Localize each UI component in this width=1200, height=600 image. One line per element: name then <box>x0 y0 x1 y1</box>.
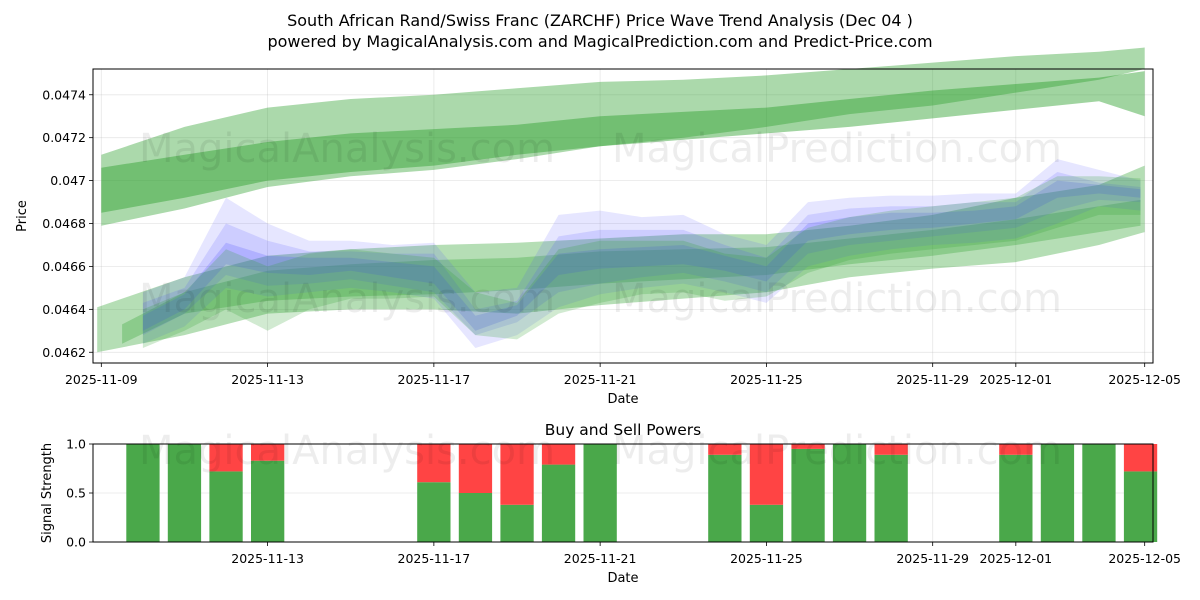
watermark-prediction-bottom: MagicalPrediction.com <box>612 428 1062 474</box>
sell-bar <box>500 444 534 505</box>
signal-x-axis-label: Date <box>607 571 638 586</box>
chart-title-line2: powered by MagicalAnalysis.com and Magic… <box>267 32 932 51</box>
signal-x-tick-label: 2025-11-25 <box>730 551 803 566</box>
price-x-tick-label: 2025-11-09 <box>65 372 138 387</box>
buy-bar <box>1040 444 1075 542</box>
series-lower-trend-band <box>97 165 1145 353</box>
price-x-tick-label: 2025-11-13 <box>231 372 304 387</box>
buy-bar <box>1082 444 1116 542</box>
buy-bar <box>583 444 617 542</box>
sell-bar <box>417 444 451 483</box>
buy-bar <box>749 504 784 542</box>
price-x-tick-label: 2025-11-21 <box>564 372 637 387</box>
watermark-analysis-bottom: MagicalAnalysis.com <box>139 428 555 474</box>
price-y-tick-label: 0.0472 <box>42 130 86 145</box>
buy-bar <box>832 444 867 542</box>
price-x-axis-label: Date <box>607 392 638 407</box>
signal-panel: Buy and Sell Powers MagicalAnalysis.com … <box>40 421 1181 586</box>
buy-bar <box>500 504 534 542</box>
price-x-tick-label: 2025-11-29 <box>896 372 969 387</box>
buy-bar <box>458 493 493 542</box>
price-y-tick-label: 0.047 <box>50 173 86 188</box>
buy-bar <box>1123 471 1158 542</box>
signal-panel-title: Buy and Sell Powers <box>545 421 702 439</box>
buy-bar <box>874 454 908 542</box>
price-panel: MagicalAnalysis.com MagicalPrediction.co… <box>15 47 1181 407</box>
sell-bar <box>209 444 243 472</box>
series-price-wave-shadow <box>142 176 1141 348</box>
series-price-wave-band-B <box>142 172 1141 336</box>
series-upper-trend-core <box>101 71 1145 213</box>
signal-y-tick-label: 0.0 <box>66 535 86 550</box>
sell-bar <box>251 444 285 461</box>
watermark-analysis-top-2: MagicalAnalysis.com <box>139 276 555 322</box>
signal-x-tick-label: 2025-12-01 <box>979 551 1052 566</box>
price-y-tick-label: 0.0468 <box>42 216 86 231</box>
buy-bar <box>708 454 742 542</box>
sell-bar <box>791 444 825 449</box>
series-price-wave-band-A <box>142 159 1141 348</box>
signal-x-tick-label: 2025-11-21 <box>564 551 637 566</box>
price-plot-frame <box>92 68 1154 364</box>
signal-x-ticks: 2025-11-13 2025-11-17 2025-11-21 2025-11-25… <box>231 542 1181 566</box>
watermark-prediction-top-1: MagicalPrediction.com <box>612 126 1062 172</box>
series-upper-trend-band <box>101 47 1145 226</box>
signal-bars <box>126 444 1158 542</box>
price-y-axis-label: Price <box>15 200 30 232</box>
sell-bar <box>1123 444 1158 472</box>
sell-bar <box>999 444 1033 455</box>
signal-y-tick-label: 1.0 <box>66 437 86 452</box>
price-y-tick-label: 0.0466 <box>42 259 86 274</box>
signal-x-tick-label: 2025-12-05 <box>1108 551 1181 566</box>
signal-y-ticks: 0.0 0.5 1.0 <box>66 437 93 550</box>
price-x-tick-label: 2025-11-25 <box>730 372 803 387</box>
watermark-prediction-top-2: MagicalPrediction.com <box>612 276 1062 322</box>
sell-bar <box>874 444 908 455</box>
sell-bar <box>749 444 784 505</box>
price-y-ticks: 0.0462 0.0464 0.0466 0.0468 0.047 0.0472 0.047… <box>42 87 93 360</box>
buy-bar <box>209 471 243 542</box>
price-x-tick-label: 2025-12-05 <box>1108 372 1181 387</box>
price-series <box>97 47 1145 353</box>
buy-bar <box>541 464 576 542</box>
buy-bar <box>126 444 160 542</box>
buy-bar <box>417 482 451 542</box>
signal-y-axis-label: Signal Strength <box>40 443 55 543</box>
chart-title-line1: South African Rand/Swiss Franc (ZARCHF) … <box>287 11 913 30</box>
sell-bar <box>708 444 742 455</box>
buy-bar <box>791 448 825 542</box>
signal-x-tick-label: 2025-11-13 <box>231 551 304 566</box>
watermark-analysis-top-1: MagicalAnalysis.com <box>139 126 555 172</box>
buy-bar <box>999 454 1033 542</box>
signal-x-tick-label: 2025-11-17 <box>398 551 471 566</box>
price-x-tick-label: 2025-11-17 <box>398 372 471 387</box>
price-y-tick-label: 0.0462 <box>42 345 86 360</box>
sell-bar <box>541 444 576 465</box>
series-price-wave-line <box>142 180 1141 331</box>
price-x-tick-label: 2025-12-01 <box>979 372 1052 387</box>
price-y-tick-label: 0.0464 <box>42 302 86 317</box>
series-lower-trend-core <box>122 199 1141 344</box>
price-y-tick-label: 0.0474 <box>42 87 86 102</box>
price-x-ticks: 2025-11-09 2025-11-13 2025-11-17 2025-11-21… <box>65 363 1181 387</box>
price-grid <box>93 69 1153 363</box>
signal-x-tick-label: 2025-11-29 <box>896 551 969 566</box>
signal-y-tick-label: 0.5 <box>66 486 86 501</box>
sell-bar <box>458 444 493 493</box>
buy-bar <box>167 444 202 542</box>
buy-bar <box>251 460 285 542</box>
